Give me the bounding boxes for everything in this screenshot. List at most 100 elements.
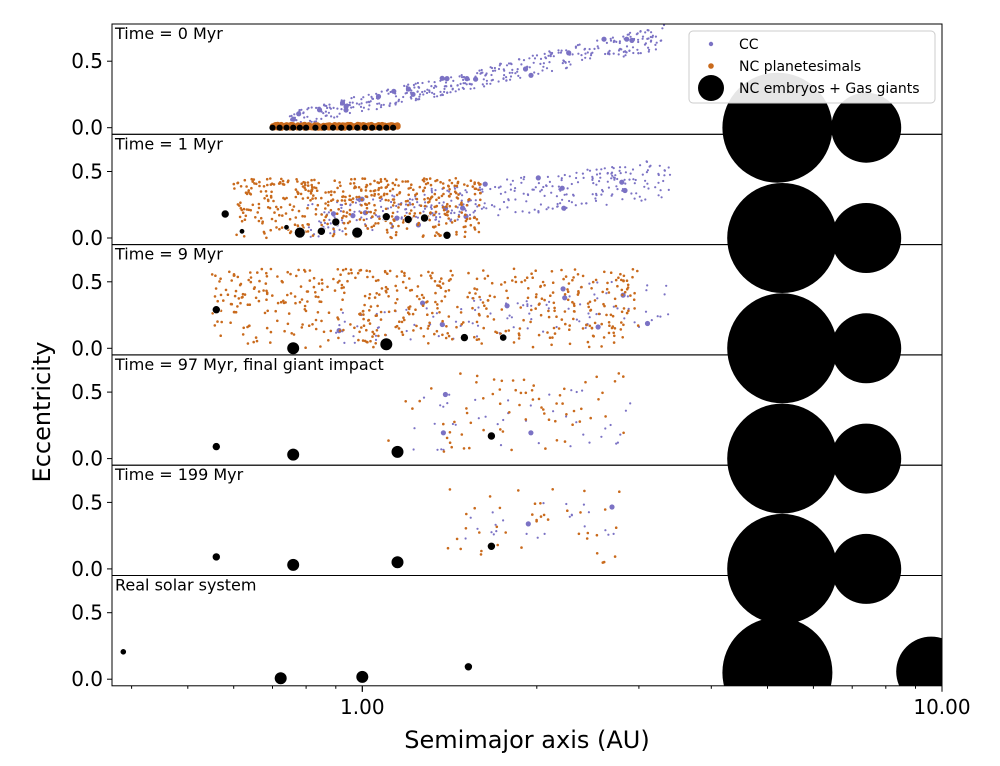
nc-point [568, 328, 571, 332]
cc-point [325, 114, 328, 117]
cc-point [451, 88, 454, 91]
cc-point [562, 295, 568, 301]
nc-point [514, 280, 518, 284]
nc-point [240, 219, 244, 223]
cc-point [409, 338, 412, 341]
nc-point [336, 281, 340, 284]
nc-point [531, 398, 535, 401]
nc-point [568, 342, 572, 346]
nc-point [404, 400, 408, 403]
nc-point [343, 291, 346, 295]
cc-point [341, 230, 344, 233]
cc-point [395, 204, 398, 208]
cc-point [516, 68, 519, 71]
nc-point [265, 236, 268, 240]
nc-point [455, 233, 458, 236]
nc-point [445, 436, 449, 440]
cc-point [647, 46, 650, 49]
nc-point [263, 311, 267, 315]
cc-point [580, 202, 583, 205]
cc-point [588, 316, 591, 319]
nc-point [619, 328, 623, 331]
cc-point [559, 189, 562, 192]
nc-point [300, 182, 304, 185]
cc-point [535, 175, 541, 181]
nc-point [572, 276, 575, 279]
cc-point [565, 49, 568, 52]
nc-point [426, 197, 430, 200]
nc-point [533, 502, 537, 506]
nc-point [465, 203, 469, 207]
cc-point [350, 213, 356, 219]
nc-point [576, 273, 580, 276]
nc-point [564, 275, 568, 278]
cc-point [528, 312, 531, 315]
nc-point [601, 561, 605, 564]
cc-point [657, 181, 660, 184]
nc-point [421, 178, 425, 182]
cc-point [596, 45, 599, 48]
embryo-point [312, 124, 319, 131]
y-tick-label: 0.0 [71, 667, 103, 691]
cc-point [595, 173, 599, 176]
cc-point [414, 99, 417, 102]
cc-point [591, 178, 594, 181]
nc-point [346, 279, 349, 283]
nc-point [362, 313, 365, 316]
cc-point [661, 27, 664, 30]
nc-point [299, 192, 303, 196]
nc-point [363, 177, 367, 180]
nc-point [214, 274, 217, 278]
nc-point [213, 324, 217, 327]
nc-point [517, 489, 520, 492]
cc-point [327, 111, 330, 114]
nc-point [336, 316, 339, 319]
nc-point [234, 310, 238, 314]
nc-point [315, 189, 319, 192]
cc-point [503, 74, 506, 77]
cc-point [510, 63, 513, 66]
cc-point [612, 305, 615, 308]
cc-point [346, 103, 349, 106]
cc-point [665, 284, 668, 287]
nc-point [319, 345, 322, 348]
nc-point [370, 225, 374, 229]
cc-point [490, 204, 494, 207]
embryo-point [346, 124, 353, 131]
nc-point [448, 204, 452, 208]
nc-point [593, 299, 597, 302]
cc-point [306, 115, 309, 118]
nc-point [269, 177, 272, 180]
embryo-point [303, 124, 310, 131]
nc-point [348, 220, 352, 223]
nc-point [526, 296, 530, 300]
nc-point [399, 203, 402, 206]
nc-point [216, 320, 219, 323]
cc-point [586, 168, 589, 171]
cc-point [581, 172, 585, 175]
nc-point [490, 281, 494, 285]
nc-point [320, 288, 324, 292]
cc-point [560, 179, 563, 182]
nc-point [410, 183, 413, 186]
embryo-point [212, 305, 221, 315]
nc-point [365, 269, 369, 273]
legend: CC NC planetesimals NC embryos + Gas gia… [688, 30, 936, 104]
nc-point [593, 321, 597, 325]
cc-point [557, 185, 561, 188]
cc-point [485, 82, 488, 85]
nc-point [342, 214, 345, 218]
cc-point [443, 90, 446, 93]
nc-point [479, 198, 482, 202]
nc-point [380, 186, 383, 189]
nc-point [607, 321, 611, 324]
saturn-point [831, 533, 902, 604]
cc-point [563, 193, 566, 196]
cc-point [545, 184, 548, 188]
nc-point [620, 321, 623, 324]
cc-point [340, 206, 343, 209]
nc-point [622, 431, 625, 435]
nc-point [397, 206, 400, 209]
nc-point [230, 279, 233, 282]
nc-point [412, 329, 415, 332]
